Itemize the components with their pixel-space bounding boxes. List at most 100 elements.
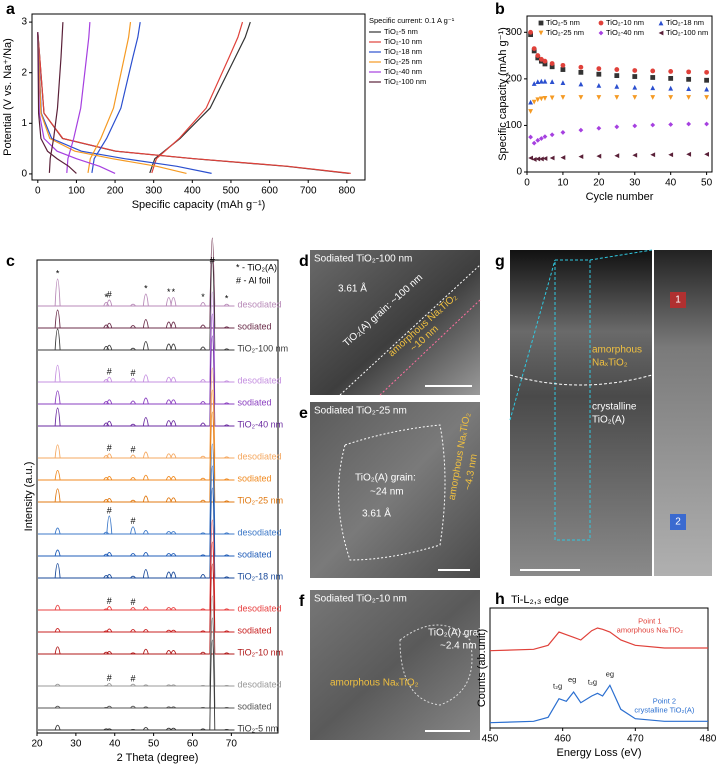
marker: [614, 67, 620, 72]
stem-image-g: [510, 250, 652, 576]
peak: [106, 605, 113, 611]
marker: [596, 95, 602, 100]
peak: [209, 465, 216, 557]
peak: [103, 706, 109, 709]
marker: [535, 156, 541, 162]
image-caption: Sodiated TiO₂-25 nm: [314, 406, 407, 417]
peak: [103, 345, 110, 351]
peak: [103, 301, 110, 307]
marker: [549, 61, 555, 66]
peak: [223, 424, 230, 427]
trace-label: TiO₂-5 nm: [237, 723, 278, 733]
marker: [686, 95, 692, 100]
peak: [209, 519, 216, 611]
legend-label: TiO₂-100 nm: [384, 77, 426, 86]
x-tick-label: 450: [482, 734, 499, 745]
peak: [170, 629, 177, 633]
series-line: [37, 22, 187, 174]
peak: [165, 321, 172, 329]
peak: [130, 607, 136, 611]
peak: [103, 477, 110, 481]
marker: [668, 85, 674, 91]
peak: [209, 291, 216, 383]
x-tick-label: 700: [300, 186, 317, 197]
marker: [528, 109, 533, 114]
series-line: [489, 627, 708, 652]
peak-mark: *: [172, 287, 176, 297]
marker: [668, 95, 674, 100]
peak: [223, 402, 230, 405]
image-label: TiO₂(A) grain:: [355, 473, 416, 484]
peak: [223, 500, 230, 503]
trace-label: sodiated: [237, 473, 271, 483]
peak: [209, 595, 216, 687]
peak: [223, 326, 230, 329]
x-tick-label: 40: [109, 739, 121, 750]
marker: [704, 86, 710, 92]
peak: [200, 499, 206, 503]
peak-mark: *: [104, 292, 108, 302]
y-tick-label: 3: [21, 17, 27, 28]
y-tick-label: 0: [516, 167, 522, 178]
series-line: [37, 21, 351, 174]
marker: [632, 123, 638, 129]
point-label: 2: [675, 517, 681, 528]
peak: [223, 706, 230, 709]
x-tick-label: 40: [665, 178, 677, 189]
marker: [560, 155, 566, 160]
marker: [614, 95, 620, 100]
marker: [614, 153, 620, 159]
marker: [535, 53, 541, 58]
marker: [542, 58, 548, 64]
legend-marker: [598, 20, 604, 26]
peak: [106, 344, 113, 351]
series-line: [37, 22, 212, 174]
peak: [165, 297, 172, 307]
marker: [614, 73, 620, 79]
peak: [165, 475, 172, 481]
peak: [103, 531, 110, 535]
legend-marker: [598, 30, 604, 36]
peak: [165, 420, 172, 427]
peak-mark: #: [107, 443, 112, 453]
marker: [704, 69, 710, 75]
legend-title: Specific current: 0.1 A g⁻¹: [369, 16, 455, 25]
peak: [165, 453, 172, 459]
peak: [142, 569, 149, 579]
x-tick-label: 100: [68, 186, 85, 197]
marker: [704, 151, 710, 157]
marker: [686, 69, 692, 75]
plot-frame: [489, 607, 709, 729]
peak-mark: *: [225, 294, 229, 304]
peak: [223, 652, 230, 655]
marker: [578, 154, 584, 160]
peak-mark: *: [167, 287, 171, 297]
peak-mark: #: [131, 597, 136, 607]
peak-mark: #: [131, 368, 136, 378]
amorphous-boundary: [379, 299, 481, 396]
peak: [142, 451, 149, 459]
peak: [103, 455, 110, 459]
peak: [209, 541, 216, 633]
peak: [223, 303, 230, 307]
trace-label: sodiated: [237, 321, 271, 331]
peak: [200, 455, 206, 459]
marker: [704, 77, 710, 83]
marker: [542, 78, 548, 84]
peak: [130, 553, 136, 557]
trace-label: desodiated: [237, 299, 281, 309]
marker: [650, 95, 656, 100]
marker: [686, 151, 692, 157]
peak: [170, 553, 177, 557]
interface-line: [509, 374, 653, 386]
peak: [130, 347, 136, 351]
marker: [650, 75, 656, 80]
peak: [142, 397, 149, 405]
peak: [200, 379, 206, 383]
series-line: [37, 22, 116, 174]
legend-label: TiO₂-100 nm: [666, 28, 708, 37]
peak: [170, 684, 177, 687]
trace-label: desodiated: [237, 375, 281, 385]
peak: [223, 478, 230, 481]
peak: [165, 399, 172, 405]
